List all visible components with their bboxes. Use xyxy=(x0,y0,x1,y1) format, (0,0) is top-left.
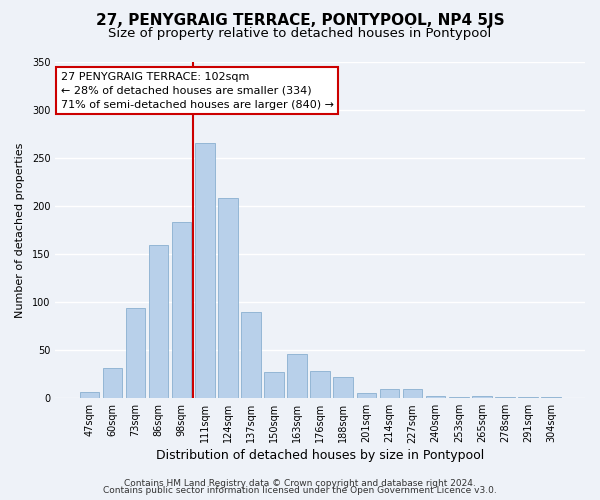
Bar xyxy=(287,354,307,398)
Bar xyxy=(103,368,122,398)
Bar xyxy=(195,144,215,398)
Bar xyxy=(310,372,330,398)
Bar xyxy=(541,397,561,398)
Bar xyxy=(149,245,169,398)
X-axis label: Distribution of detached houses by size in Pontypool: Distribution of detached houses by size … xyxy=(156,450,484,462)
Bar xyxy=(264,372,284,398)
Bar xyxy=(334,377,353,398)
Bar xyxy=(380,388,399,398)
Text: 27 PENYGRAIG TERRACE: 102sqm
← 28% of detached houses are smaller (334)
71% of s: 27 PENYGRAIG TERRACE: 102sqm ← 28% of de… xyxy=(61,72,334,110)
Bar xyxy=(241,312,261,398)
Bar xyxy=(518,397,538,398)
Bar xyxy=(495,397,515,398)
Y-axis label: Number of detached properties: Number of detached properties xyxy=(15,142,25,318)
Bar xyxy=(218,198,238,398)
Text: Size of property relative to detached houses in Pontypool: Size of property relative to detached ho… xyxy=(109,28,491,40)
Bar xyxy=(172,222,191,398)
Text: Contains HM Land Registry data © Crown copyright and database right 2024.: Contains HM Land Registry data © Crown c… xyxy=(124,478,476,488)
Bar xyxy=(80,392,99,398)
Text: Contains public sector information licensed under the Open Government Licence v3: Contains public sector information licen… xyxy=(103,486,497,495)
Bar xyxy=(125,308,145,398)
Text: 27, PENYGRAIG TERRACE, PONTYPOOL, NP4 5JS: 27, PENYGRAIG TERRACE, PONTYPOOL, NP4 5J… xyxy=(95,12,505,28)
Bar xyxy=(356,394,376,398)
Bar xyxy=(426,396,445,398)
Bar xyxy=(449,397,469,398)
Bar xyxy=(472,396,491,398)
Bar xyxy=(403,388,422,398)
